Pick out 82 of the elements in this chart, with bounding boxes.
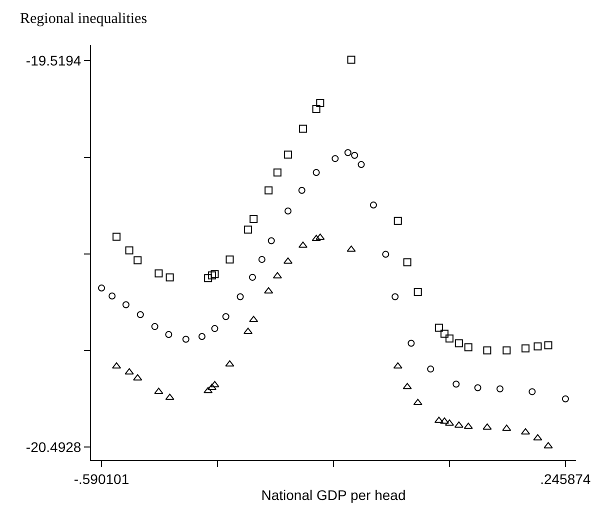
point xyxy=(151,323,158,330)
point xyxy=(440,417,450,424)
point xyxy=(312,168,320,176)
point xyxy=(222,313,230,320)
point xyxy=(370,202,377,209)
point xyxy=(332,155,339,162)
point xyxy=(125,246,134,254)
point xyxy=(528,388,536,396)
point xyxy=(534,342,542,350)
point xyxy=(268,237,275,244)
point xyxy=(344,149,352,156)
point xyxy=(211,325,218,332)
point xyxy=(351,152,358,159)
point xyxy=(210,380,220,388)
point xyxy=(112,362,122,369)
point xyxy=(414,288,422,296)
point xyxy=(408,340,415,347)
point xyxy=(496,385,504,392)
point xyxy=(208,271,216,280)
point xyxy=(258,256,266,263)
point xyxy=(273,168,282,176)
point xyxy=(522,344,530,352)
point xyxy=(562,395,569,402)
point xyxy=(210,270,219,278)
point xyxy=(236,293,244,300)
point xyxy=(284,208,292,214)
point xyxy=(250,214,258,223)
point xyxy=(226,255,234,264)
point xyxy=(283,257,293,264)
point xyxy=(134,256,142,264)
point xyxy=(108,292,116,300)
x-tick-label: -.590101 xyxy=(74,470,130,487)
point xyxy=(284,150,292,159)
point xyxy=(298,124,307,133)
point xyxy=(154,269,163,278)
point xyxy=(312,234,321,242)
point xyxy=(244,226,252,234)
point xyxy=(204,274,212,282)
y-tick-label: -19.5194 xyxy=(26,52,82,69)
x-tick-label: .245874 xyxy=(540,470,591,487)
point xyxy=(98,284,106,292)
point xyxy=(413,398,422,406)
point xyxy=(392,293,399,300)
point xyxy=(316,98,324,107)
point xyxy=(249,316,258,322)
point xyxy=(358,161,365,168)
point xyxy=(474,384,482,392)
point xyxy=(402,382,412,390)
point xyxy=(166,273,174,282)
point xyxy=(136,311,144,318)
point xyxy=(393,362,402,369)
point xyxy=(444,419,454,426)
point xyxy=(312,104,320,113)
point xyxy=(454,421,464,428)
point xyxy=(204,386,213,394)
point xyxy=(445,334,454,342)
point xyxy=(347,56,356,64)
x-axis-title: National GDP per head xyxy=(261,487,406,504)
point xyxy=(482,423,492,430)
point xyxy=(434,324,443,332)
point xyxy=(112,232,121,241)
point xyxy=(225,360,234,367)
point xyxy=(248,274,256,281)
point xyxy=(454,339,463,348)
point xyxy=(394,216,402,225)
point xyxy=(122,301,130,308)
point xyxy=(440,330,448,338)
chart-title: Regional inequalities xyxy=(20,11,148,28)
point xyxy=(464,343,472,352)
point xyxy=(264,186,273,194)
point xyxy=(198,332,206,340)
point xyxy=(403,258,412,266)
point xyxy=(427,366,434,373)
point xyxy=(502,346,511,354)
point xyxy=(182,336,190,343)
y-tick-label: -20.4928 xyxy=(26,439,82,456)
point xyxy=(165,331,172,338)
point xyxy=(544,341,552,350)
point xyxy=(382,250,390,258)
point xyxy=(452,380,460,388)
point xyxy=(483,346,492,354)
point xyxy=(298,186,306,194)
